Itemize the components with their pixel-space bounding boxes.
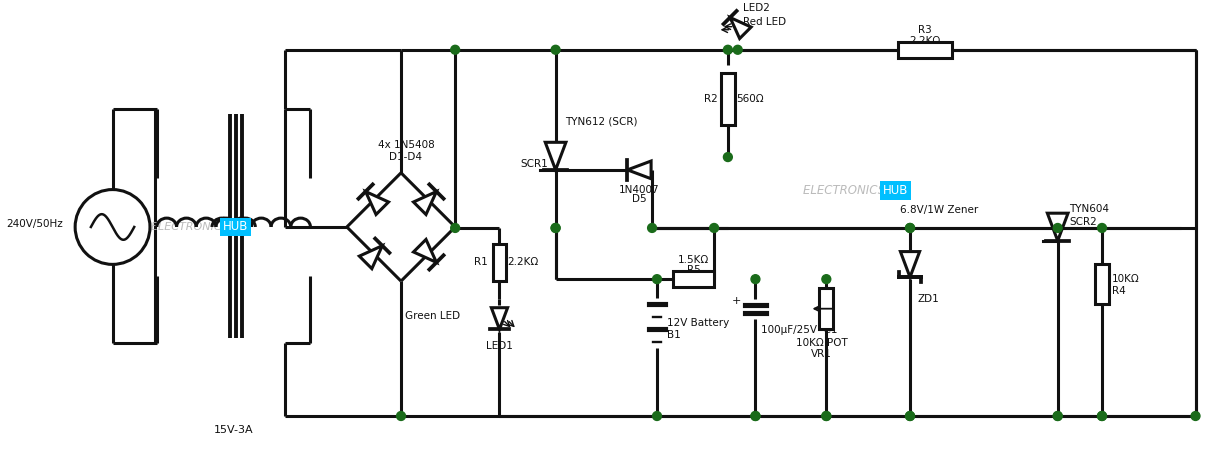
Polygon shape (359, 246, 382, 269)
Text: R5: R5 (687, 265, 701, 275)
Circle shape (1053, 223, 1062, 232)
Text: TYN604: TYN604 (1069, 204, 1110, 214)
Text: 2.2KΩ: 2.2KΩ (909, 36, 940, 46)
Bar (672, 271, 714, 287)
Circle shape (822, 412, 831, 420)
Circle shape (551, 223, 560, 232)
Circle shape (451, 45, 460, 54)
Circle shape (653, 412, 661, 420)
Polygon shape (901, 252, 919, 277)
Text: 1.5KΩ: 1.5KΩ (678, 256, 709, 266)
Polygon shape (546, 142, 565, 170)
Circle shape (906, 223, 914, 232)
Circle shape (551, 45, 560, 54)
Circle shape (724, 45, 732, 54)
Text: 4x 1N5408: 4x 1N5408 (377, 140, 434, 150)
Text: R4: R4 (1112, 286, 1126, 296)
Polygon shape (628, 161, 651, 179)
Text: TYN612 (SCR): TYN612 (SCR) (565, 117, 638, 127)
Polygon shape (413, 192, 436, 215)
Circle shape (75, 190, 150, 264)
Circle shape (724, 153, 732, 162)
Circle shape (822, 275, 831, 284)
Text: ELECTRONICS: ELECTRONICS (151, 222, 232, 232)
Circle shape (1053, 412, 1062, 420)
Text: Green LED: Green LED (406, 311, 460, 321)
Circle shape (1097, 223, 1106, 232)
Circle shape (906, 412, 914, 420)
Circle shape (822, 412, 831, 420)
Text: D5: D5 (632, 194, 646, 204)
Text: ZD1: ZD1 (918, 294, 940, 304)
Text: 1N4007: 1N4007 (619, 185, 660, 195)
Circle shape (397, 412, 406, 420)
Text: B1: B1 (667, 330, 681, 340)
Text: R3: R3 (918, 25, 932, 35)
Text: 100μF/25V  C1: 100μF/25V C1 (761, 326, 838, 336)
Circle shape (648, 223, 656, 232)
Polygon shape (1047, 213, 1068, 241)
Text: 10KΩ POT: 10KΩ POT (795, 338, 847, 348)
Text: 10KΩ: 10KΩ (1112, 274, 1139, 284)
Circle shape (906, 223, 914, 232)
Circle shape (1097, 412, 1106, 420)
Text: ELECTRONICS: ELECTRONICS (803, 184, 889, 197)
Polygon shape (365, 192, 388, 215)
Text: R2: R2 (704, 94, 718, 104)
Polygon shape (413, 239, 436, 262)
Text: HUB: HUB (882, 184, 908, 197)
Circle shape (1097, 412, 1106, 420)
Circle shape (653, 275, 661, 284)
Bar (493, 244, 506, 281)
Bar (820, 288, 833, 329)
Bar (1095, 264, 1109, 304)
Text: 15V-3A: 15V-3A (214, 425, 253, 435)
Text: 12V Battery: 12V Battery (667, 318, 729, 328)
Circle shape (751, 412, 760, 420)
Circle shape (1053, 412, 1062, 420)
Polygon shape (730, 18, 751, 39)
Text: +: + (731, 296, 741, 306)
Circle shape (1191, 412, 1200, 420)
Bar (897, 42, 951, 58)
Text: 560Ω: 560Ω (736, 94, 763, 104)
Circle shape (451, 223, 460, 232)
Text: 2.2KΩ: 2.2KΩ (508, 257, 538, 267)
Text: SCR2: SCR2 (1069, 217, 1097, 227)
Circle shape (551, 223, 560, 232)
Circle shape (751, 412, 760, 420)
Circle shape (751, 275, 760, 284)
Circle shape (906, 412, 914, 420)
Circle shape (709, 223, 719, 232)
Text: 6.8V/1W Zener: 6.8V/1W Zener (900, 205, 978, 215)
Text: SCR1: SCR1 (520, 159, 548, 169)
Circle shape (734, 45, 742, 54)
Text: LED2: LED2 (742, 4, 769, 14)
Text: LED1: LED1 (485, 341, 512, 351)
Text: D1-D4: D1-D4 (390, 152, 423, 162)
Text: 240V/50Hz: 240V/50Hz (6, 219, 64, 229)
Bar (721, 74, 735, 124)
Text: Red LED: Red LED (742, 17, 785, 27)
Polygon shape (492, 308, 508, 329)
Text: R1: R1 (474, 257, 488, 267)
Text: HUB: HUB (222, 221, 248, 233)
Text: VR1: VR1 (811, 349, 832, 359)
